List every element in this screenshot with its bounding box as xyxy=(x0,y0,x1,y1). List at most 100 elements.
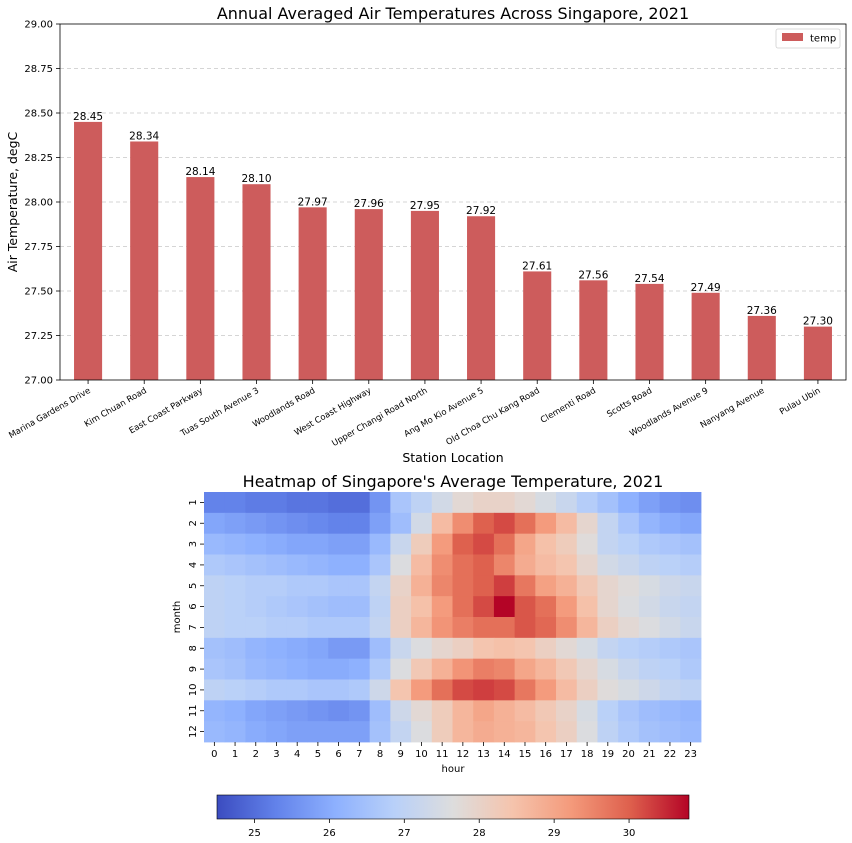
heatmap-cells xyxy=(204,492,702,743)
heatmap-cell xyxy=(224,658,246,680)
heatmap-cell xyxy=(576,533,598,555)
heatmap-cell xyxy=(576,679,598,701)
bar xyxy=(354,209,383,380)
heatmap-cell xyxy=(204,721,226,743)
heatmap-cell xyxy=(411,617,433,639)
colorbar-tick-label: 29 xyxy=(548,828,561,839)
heatmap-cell xyxy=(680,512,702,535)
heatmap-cell xyxy=(597,637,619,660)
heatmap-cell xyxy=(597,512,619,535)
heatmap-cell xyxy=(204,575,226,597)
bar-value-label: 28.14 xyxy=(185,166,215,178)
heatmap-cell xyxy=(286,575,308,597)
heatmap-cell xyxy=(597,533,619,555)
bar xyxy=(130,141,159,380)
heatmap-cell xyxy=(556,492,578,514)
heatmap-cell xyxy=(514,596,536,618)
heatmap-cell xyxy=(245,721,267,743)
heatmap-cell xyxy=(535,596,557,618)
heatmap-cell xyxy=(328,596,350,618)
heatmap-cell xyxy=(514,575,536,597)
colorbar-frame xyxy=(216,794,690,820)
heatmap-cell xyxy=(680,533,702,555)
bar xyxy=(579,280,608,380)
heatmap-cell xyxy=(390,637,412,660)
bar-chart: Annual Averaged Air Temperatures Across … xyxy=(5,4,847,465)
heatmap-cell xyxy=(307,492,329,514)
heatmap-cell xyxy=(286,721,308,743)
heatmap-cell xyxy=(638,637,660,660)
heatmap-cell xyxy=(224,721,246,743)
heatmap-cell xyxy=(659,512,681,535)
heatmap-cell xyxy=(348,658,371,680)
heatmap-cell xyxy=(431,700,453,722)
heatmap-cell xyxy=(348,617,371,639)
heatmap-cell xyxy=(286,512,308,535)
heatmap-cell xyxy=(348,575,371,597)
heatmap-cell xyxy=(431,533,453,555)
heatmap-x-axis-label: hour xyxy=(442,764,466,775)
heatmap-cell xyxy=(514,721,536,743)
bar-y-axis-ticks: 27.00 27.25 27.50 27.75 28.00 28.25 28.50 28.75… xyxy=(24,20,60,387)
heatmap-cell xyxy=(556,533,578,555)
heatmap-cell xyxy=(597,492,619,514)
heatmap-cell xyxy=(638,700,660,722)
heatmap-y-tick-label: 1 xyxy=(188,499,199,505)
bar-x-tick-label: Marina Gardens Drive xyxy=(7,386,92,441)
heatmap-cell xyxy=(390,679,412,701)
heatmap-cell xyxy=(659,575,681,597)
heatmap-cell xyxy=(618,721,640,743)
heatmap-cell xyxy=(286,637,308,660)
bar-value-label: 27.36 xyxy=(747,305,777,317)
heatmap-cell xyxy=(245,596,267,618)
heatmap-cell xyxy=(266,554,288,576)
heatmap-cell xyxy=(680,492,702,514)
heatmap-cell xyxy=(473,512,495,535)
bar-value-label: 27.30 xyxy=(803,316,833,328)
heatmap-cell xyxy=(411,575,433,597)
heatmap-cell xyxy=(245,512,267,535)
heatmap-x-tick-label: 10 xyxy=(415,749,428,760)
heatmap-cell xyxy=(473,492,495,514)
heatmap-cell xyxy=(224,637,246,660)
heatmap-cell xyxy=(680,554,702,576)
heatmap-cell xyxy=(224,596,246,618)
heatmap-title: Heatmap of Singapore's Average Temperatu… xyxy=(243,472,664,491)
heatmap-x-tick-label: 9 xyxy=(398,749,404,760)
heatmap-cell xyxy=(390,533,412,555)
heatmap-cell xyxy=(535,512,557,535)
heatmap-cell xyxy=(535,575,557,597)
heatmap-cell xyxy=(514,637,536,660)
heatmap-x-tick-label: 3 xyxy=(273,749,279,760)
heatmap-cell xyxy=(452,721,474,743)
heatmap-cell xyxy=(245,554,267,576)
heatmap-cell xyxy=(369,596,391,618)
heatmap-cell xyxy=(618,492,640,514)
bar-y-tick-label: 28.00 xyxy=(24,198,53,209)
heatmap-cell xyxy=(618,617,640,639)
heatmap-y-tick-label: 12 xyxy=(188,725,199,738)
heatmap-cell xyxy=(245,679,267,701)
bar-series xyxy=(74,121,832,381)
heatmap-cell xyxy=(204,512,226,535)
heatmap-cell xyxy=(638,575,660,597)
bar-y-tick-label: 28.25 xyxy=(24,153,53,164)
heatmap-cell xyxy=(369,700,391,722)
heatmap-cell xyxy=(204,533,226,555)
bar xyxy=(467,216,496,380)
heatmap-cell xyxy=(535,700,557,722)
heatmap-y-tick-label: 6 xyxy=(188,603,199,609)
heatmap-x-tick-label: 19 xyxy=(601,749,614,760)
heatmap-cell xyxy=(286,492,308,514)
bar xyxy=(691,292,720,380)
heatmap-cell xyxy=(556,700,578,722)
heatmap-x-tick-label: 2 xyxy=(253,749,259,760)
heatmap-cell xyxy=(348,512,371,535)
bar-x-tick-label: Clementi Road xyxy=(539,386,598,426)
heatmap-cell xyxy=(473,721,495,743)
heatmap-cell xyxy=(369,575,391,597)
heatmap-cell xyxy=(307,658,329,680)
heatmap-cell xyxy=(638,492,660,514)
heatmap-cell xyxy=(493,637,516,660)
bar xyxy=(74,121,103,381)
